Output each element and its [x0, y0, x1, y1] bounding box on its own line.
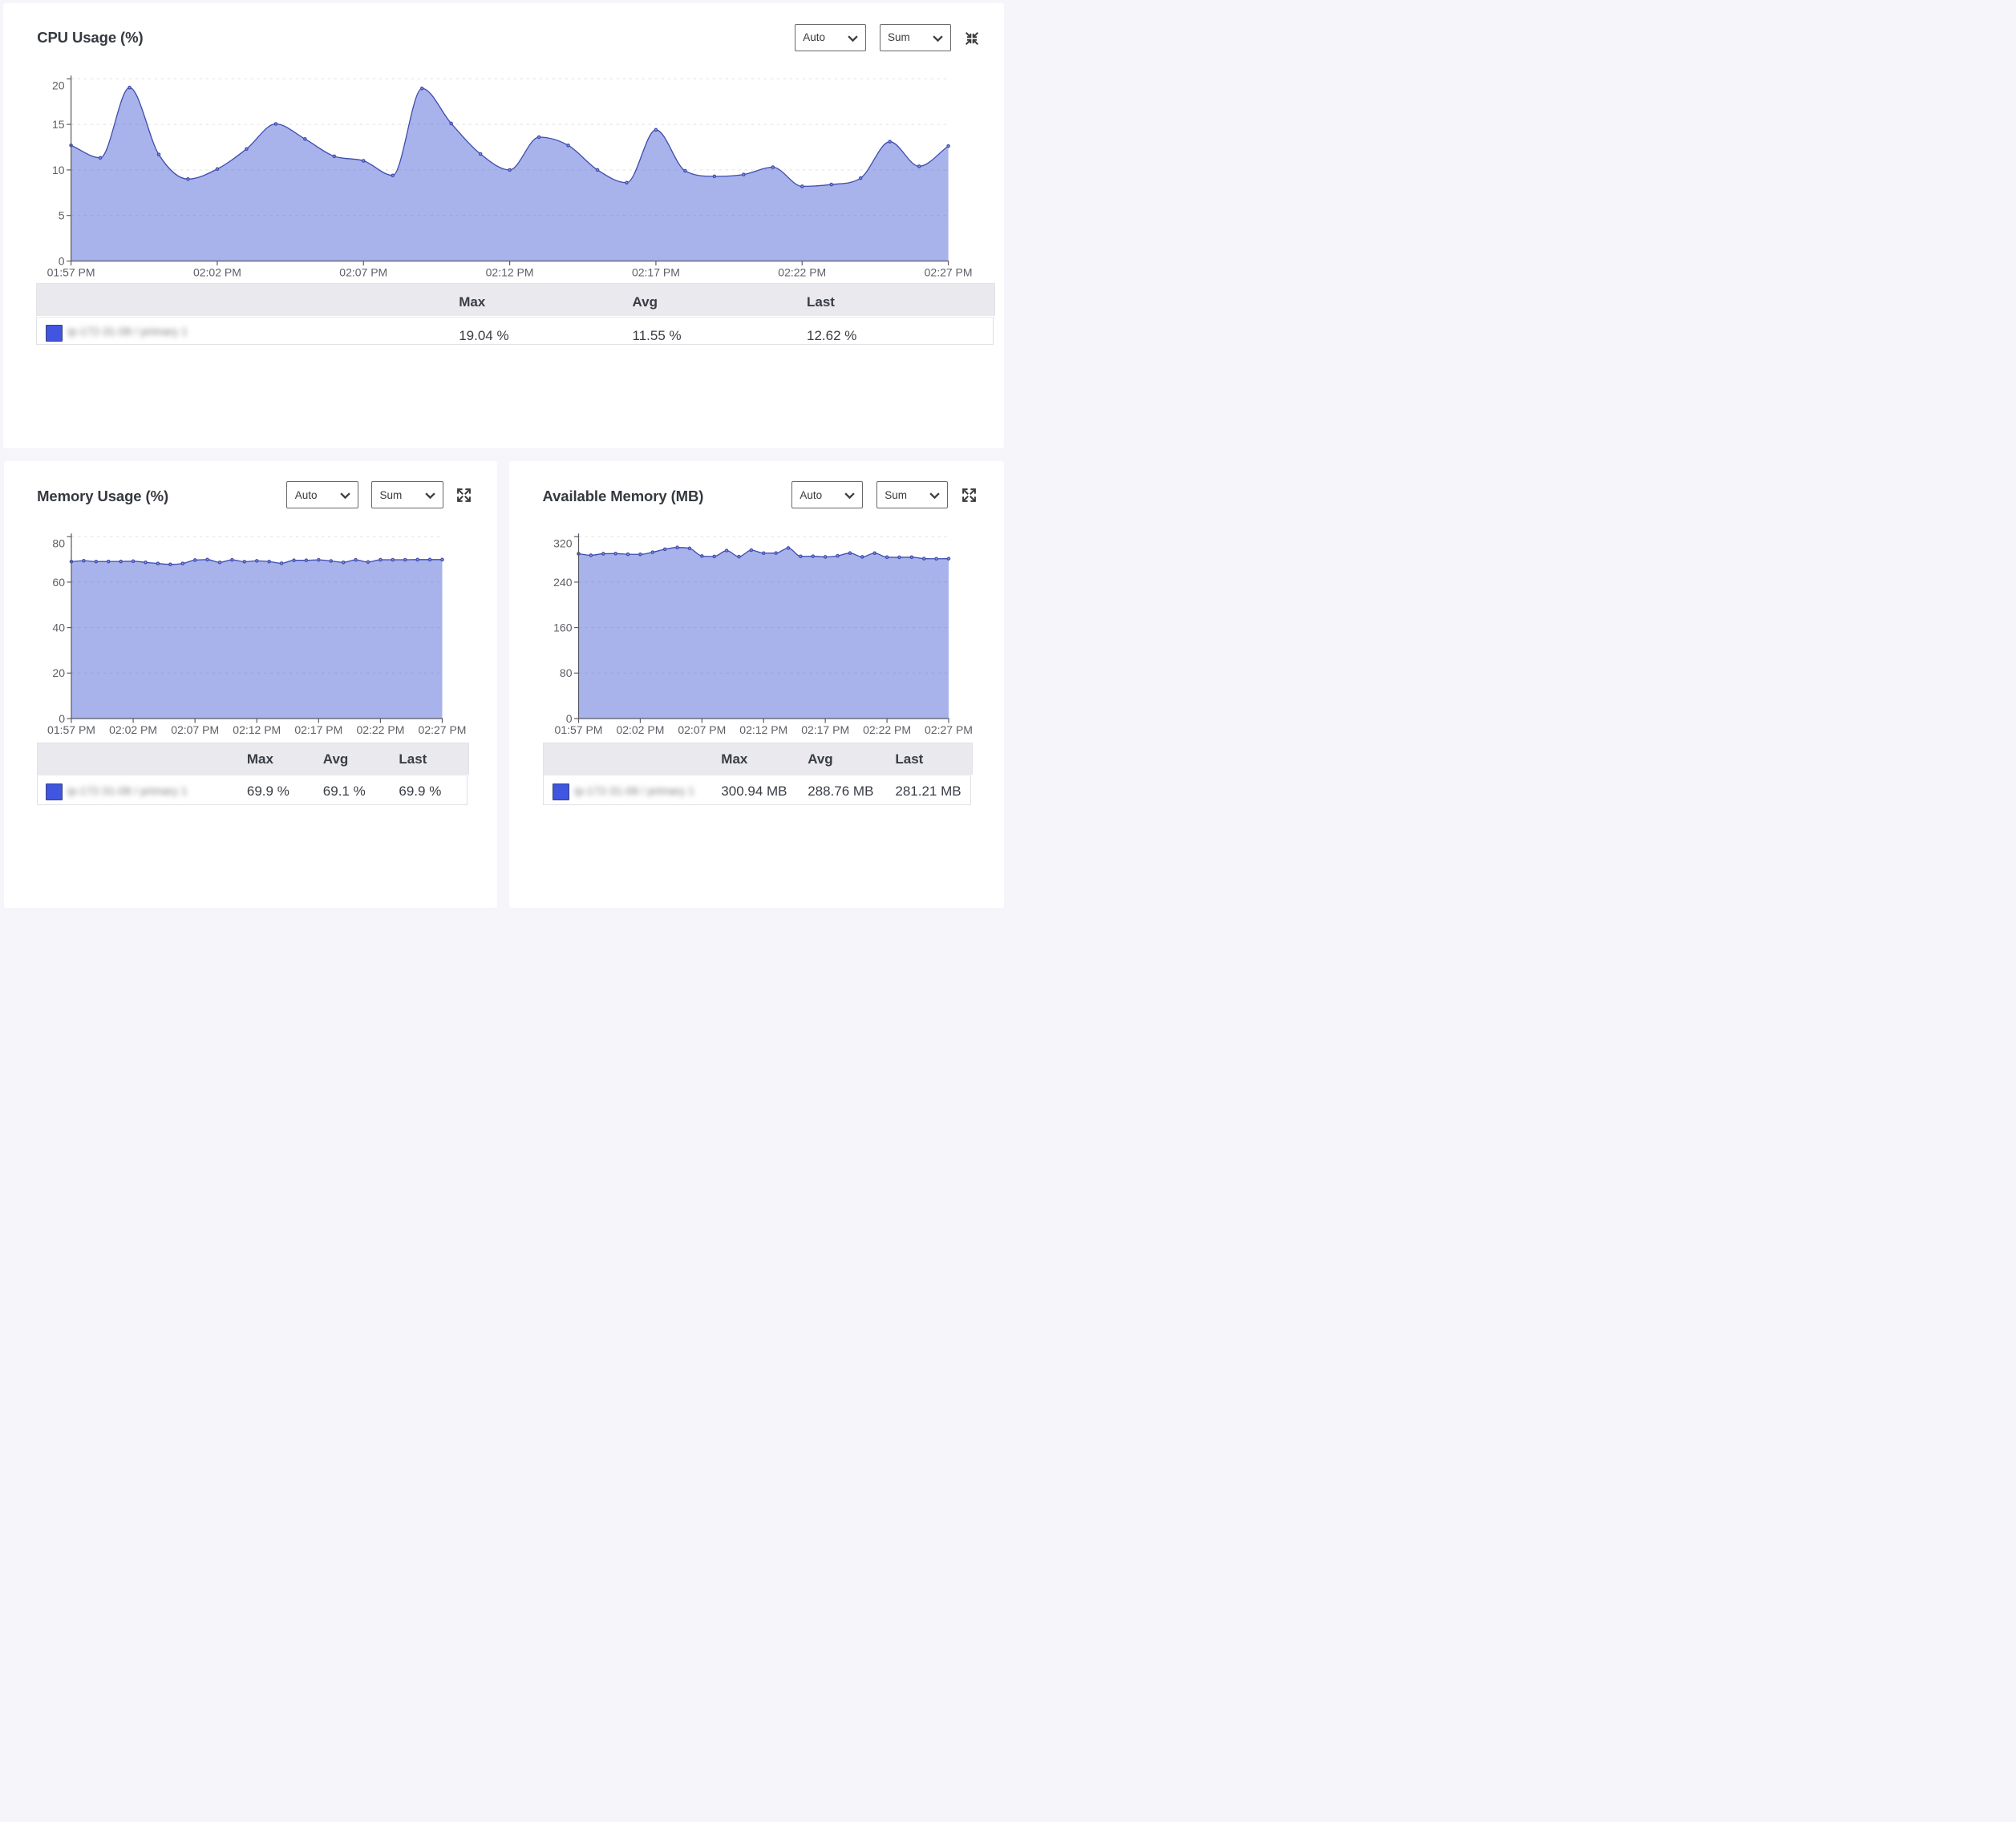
svg-text:02:27 PM: 02:27 PM [925, 266, 973, 279]
svg-text:02:17 PM: 02:17 PM [632, 266, 680, 279]
svg-text:0: 0 [566, 712, 573, 725]
svg-text:10: 10 [52, 164, 65, 176]
svg-text:01:57 PM: 01:57 PM [47, 266, 95, 279]
svg-text:80: 80 [52, 537, 65, 550]
svg-text:01:57 PM: 01:57 PM [47, 723, 95, 736]
svg-text:320: 320 [553, 537, 573, 550]
svg-text:02:22 PM: 02:22 PM [356, 723, 404, 736]
svg-text:02:12 PM: 02:12 PM [233, 723, 281, 736]
svg-text:02:12 PM: 02:12 PM [739, 723, 787, 736]
svg-text:02:22 PM: 02:22 PM [863, 723, 911, 736]
svg-text:240: 240 [553, 576, 573, 589]
svg-text:02:12 PM: 02:12 PM [486, 266, 534, 279]
svg-text:60: 60 [52, 576, 65, 589]
svg-text:02:07 PM: 02:07 PM [339, 266, 387, 279]
svg-text:80: 80 [560, 666, 573, 679]
svg-text:02:02 PM: 02:02 PM [109, 723, 157, 736]
svg-text:160: 160 [553, 622, 573, 634]
svg-text:01:57 PM: 01:57 PM [555, 723, 603, 736]
svg-text:20: 20 [52, 79, 65, 92]
svg-text:40: 40 [52, 622, 65, 634]
svg-text:02:02 PM: 02:02 PM [616, 723, 664, 736]
svg-text:02:17 PM: 02:17 PM [801, 723, 849, 736]
svg-text:15: 15 [52, 118, 65, 131]
svg-text:02:22 PM: 02:22 PM [778, 266, 826, 279]
svg-text:20: 20 [52, 666, 65, 679]
svg-text:02:07 PM: 02:07 PM [171, 723, 219, 736]
svg-text:02:17 PM: 02:17 PM [294, 723, 342, 736]
svg-text:0: 0 [59, 254, 65, 267]
svg-text:5: 5 [59, 209, 65, 222]
svg-text:02:27 PM: 02:27 PM [925, 723, 973, 736]
svg-text:02:27 PM: 02:27 PM [419, 723, 467, 736]
svg-text:02:07 PM: 02:07 PM [678, 723, 726, 736]
svg-text:0: 0 [59, 712, 65, 725]
svg-text:02:02 PM: 02:02 PM [193, 266, 241, 279]
